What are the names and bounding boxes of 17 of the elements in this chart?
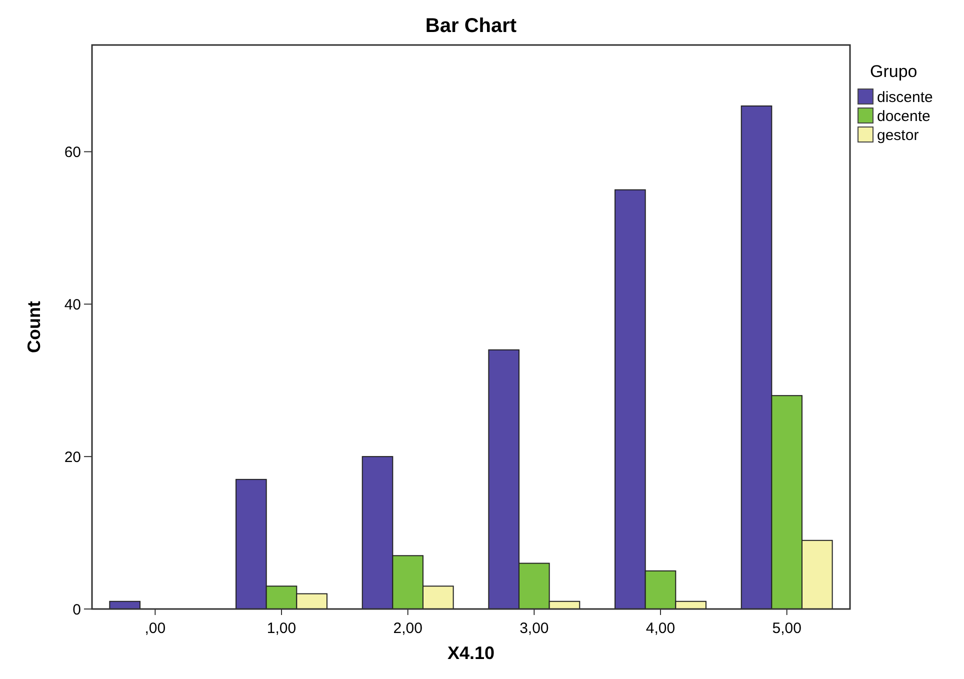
legend-label: gestor <box>877 127 919 144</box>
legend-label: discente <box>877 89 933 106</box>
y-tick-label: 40 <box>64 296 81 314</box>
x-axis-title: X4.10 <box>447 643 495 663</box>
legend-label: docente <box>877 108 930 125</box>
x-tick-label: 2,00 <box>393 620 422 637</box>
x-tick-label: ,00 <box>144 620 166 637</box>
y-tick-label: 60 <box>64 144 81 161</box>
y-tick-label: 0 <box>72 601 81 618</box>
x-tick-label: 5,00 <box>772 620 802 637</box>
x-tick-label: 3,00 <box>520 620 549 637</box>
x-tick-label: 1,00 <box>266 620 296 637</box>
y-axis-title: Count <box>24 301 44 353</box>
y-tick-label: 20 <box>64 448 81 466</box>
x-tick-label: 4,00 <box>646 620 676 637</box>
chart-title: Bar Chart <box>425 15 517 37</box>
legend-title: Grupo <box>870 62 918 81</box>
